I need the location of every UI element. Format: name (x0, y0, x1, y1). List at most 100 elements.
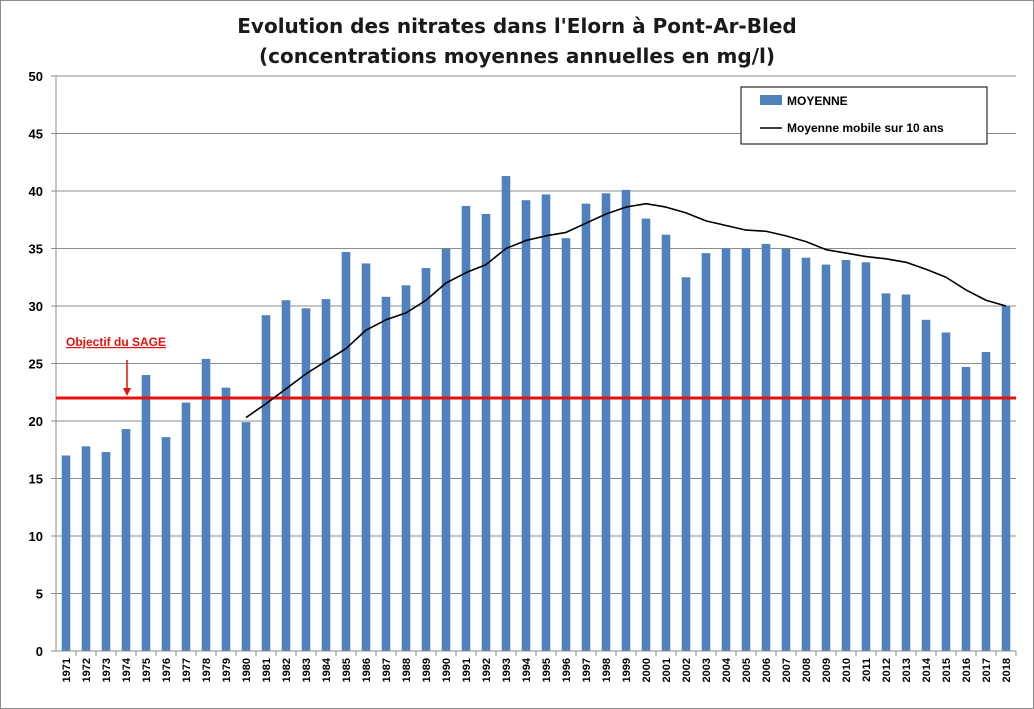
x-tick-label: 2011 (861, 658, 873, 682)
bar-2012 (881, 293, 891, 651)
bar-1992 (481, 214, 491, 651)
bar-2008 (801, 257, 811, 651)
x-tick-label: 1987 (381, 658, 393, 682)
x-tick-label: 2001 (661, 658, 673, 682)
x-tick-label: 2000 (641, 658, 653, 682)
bar-1974 (121, 429, 131, 651)
legend: MOYENNE Moyenne mobile sur 10 ans (740, 86, 988, 145)
axes: 0 5 10 15 20 25 30 35 40 45 50 1971 1972 1973 1974 1975… (29, 69, 1017, 682)
bar-2010 (841, 260, 851, 651)
bar-2007 (781, 248, 791, 651)
x-tick-label: 1992 (481, 658, 493, 682)
x-tick-label: 2008 (801, 658, 813, 682)
chart-title-line-1: Evolution des nitrates dans l'Elorn à Po… (237, 14, 797, 38)
x-tick-label: 1985 (341, 658, 353, 682)
x-tick-label: 1998 (601, 658, 613, 682)
chart-title-line-2: (concentrations moyennes annuelles en mg… (258, 44, 776, 68)
y-tick-label: 50 (29, 69, 43, 84)
x-tick-label: 1993 (501, 658, 513, 682)
x-tick-label: 2015 (941, 658, 953, 682)
gridlines (56, 75, 1016, 652)
x-tick-label: 2007 (781, 658, 793, 682)
bar-1973 (101, 452, 111, 651)
bar-2014 (921, 319, 931, 651)
bar-2006 (761, 243, 771, 651)
x-tick-label: 1974 (121, 657, 133, 682)
bar-2005 (741, 248, 751, 651)
bar-2001 (661, 234, 671, 651)
objective-arrow-head (123, 388, 131, 396)
x-tick-label: 1979 (221, 658, 233, 682)
bar-1984 (321, 299, 331, 651)
x-tick-label: 1996 (561, 658, 573, 682)
x-tick-label: 1994 (521, 657, 533, 682)
x-tick-label: 1989 (421, 658, 433, 682)
x-tick-label: 1983 (301, 658, 313, 682)
bar-2016 (961, 366, 971, 651)
x-tick-label: 2004 (721, 657, 733, 682)
x-tick-label: 1978 (201, 658, 213, 682)
bar-2017 (981, 352, 991, 651)
bar-2013 (901, 294, 911, 651)
x-tick-label: 1977 (181, 658, 193, 682)
line-series (245, 202, 1007, 419)
bar-1988 (401, 285, 411, 651)
bar-1983 (301, 308, 311, 651)
x-tick-label: 1973 (101, 658, 113, 682)
bar-1986 (361, 263, 371, 651)
bar-2015 (941, 332, 951, 651)
x-tick-label: 1997 (581, 658, 593, 682)
bar-1998 (601, 193, 611, 652)
moving-average-line (245, 202, 1007, 419)
x-tick-label: 1986 (361, 658, 373, 682)
bar-1975 (141, 375, 151, 651)
x-tick-label: 2002 (681, 658, 693, 682)
x-tick-label: 2016 (961, 658, 973, 682)
x-tick-label: 2003 (701, 658, 713, 682)
x-tick-label: 1971 (61, 658, 73, 682)
y-tick-label: 30 (29, 299, 43, 314)
bar-1979 (221, 387, 231, 651)
x-tick-label: 2012 (881, 658, 893, 682)
x-tick-label: 2010 (841, 658, 853, 682)
bar-series (61, 176, 1011, 652)
bar-1982 (281, 300, 291, 651)
y-tick-label: 10 (29, 529, 43, 544)
x-tick-label: 2018 (1001, 658, 1013, 682)
reference-layer: Objectif du SAGE (56, 335, 1016, 400)
x-tick-label: 2017 (981, 658, 993, 682)
bar-2000 (641, 218, 651, 651)
bar-2004 (721, 248, 731, 651)
y-tick-label: 35 (29, 242, 43, 257)
legend-swatch-bar (760, 95, 782, 105)
x-tick-label: 1988 (401, 658, 413, 682)
bar-1995 (541, 194, 551, 651)
bar-2002 (681, 277, 691, 651)
bar-1977 (181, 402, 191, 651)
x-tick-label: 1991 (461, 658, 473, 682)
bar-1976 (161, 437, 171, 651)
bar-1999 (621, 189, 631, 651)
bar-2018 (1001, 306, 1011, 651)
bar-2009 (821, 264, 831, 651)
x-tick-label: 1981 (261, 658, 273, 682)
bar-1972 (81, 446, 91, 651)
x-tick-label: 1980 (241, 658, 253, 682)
x-tick-label: 2009 (821, 658, 833, 682)
bar-1996 (561, 238, 571, 651)
bar-1987 (381, 296, 391, 651)
x-tick-label: 1982 (281, 658, 293, 682)
x-tick-label: 1975 (141, 658, 153, 682)
x-tick-label: 1990 (441, 658, 453, 682)
bar-1989 (421, 268, 431, 651)
bar-1971 (61, 455, 71, 651)
y-tick-label: 40 (29, 184, 43, 199)
y-tick-label: 45 (29, 127, 43, 142)
x-tick-label: 1999 (621, 658, 633, 682)
objective-label: Objectif du SAGE (66, 335, 166, 349)
legend-label-bar: MOYENNE (787, 94, 848, 108)
bar-2011 (861, 262, 871, 651)
x-tick-label: 2014 (921, 657, 933, 682)
bar-1978 (201, 358, 211, 651)
